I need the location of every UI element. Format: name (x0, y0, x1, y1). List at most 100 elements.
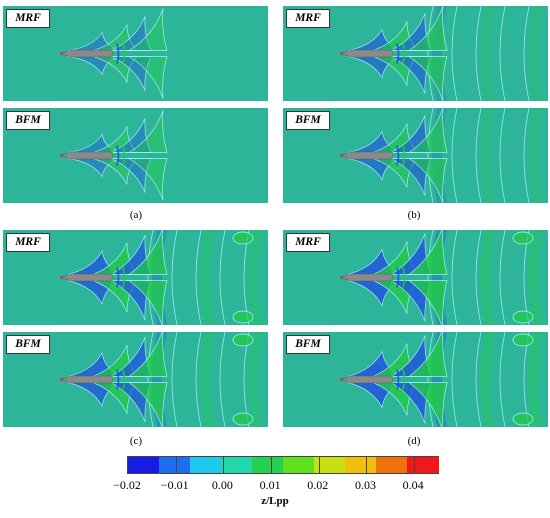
panel-label-c: (c) (129, 435, 143, 447)
wake-lobe (93, 24, 137, 51)
tag-mrf: MRF (6, 233, 50, 252)
colorbar-segment (190, 457, 222, 473)
contour-line (195, 230, 202, 325)
wave-field-b-mrf (340, 6, 543, 101)
colorbar-tick (366, 457, 368, 473)
wake-lobe (409, 56, 447, 101)
wave-band (248, 230, 263, 325)
tag-bfm: BFM (6, 335, 50, 354)
wake-lobe (129, 158, 167, 201)
stern-ripple (396, 145, 400, 166)
contour-line (127, 280, 168, 325)
contour-line (110, 158, 152, 193)
contour-line (407, 56, 448, 101)
ship-hull (60, 151, 114, 160)
colorbar-segment (314, 457, 346, 473)
contour-line (407, 6, 448, 51)
tag-bfm: BFM (286, 111, 330, 130)
wave-field-d-bfm (340, 332, 543, 427)
stern-ripple (122, 369, 126, 390)
panel-c-bfm: BFM (3, 332, 268, 427)
panel-d-bfm: BFM (283, 332, 548, 427)
wake-lobe (409, 280, 447, 325)
wake-lobe (409, 382, 447, 427)
contour-line (195, 332, 202, 427)
wake-lobe (93, 56, 137, 83)
contour-line (110, 118, 152, 153)
contour-line (427, 332, 434, 427)
contour-line (127, 110, 168, 153)
colorbar-tick (271, 457, 273, 473)
contour-line (475, 108, 482, 203)
contour-line (499, 230, 506, 325)
colorbar-tick-label: −0.01 (160, 478, 189, 492)
wave-band (528, 6, 543, 101)
stern-ripple (402, 43, 406, 64)
contour-line (127, 382, 168, 427)
colorbar-tick-label: 0.04 (402, 478, 424, 492)
contour-line (523, 108, 530, 203)
contour-line (219, 230, 226, 325)
colorbar-segment (376, 457, 408, 473)
contour-line (171, 332, 178, 427)
contour-line (127, 8, 168, 51)
tag-bfm: BFM (6, 111, 50, 130)
contour-line (127, 158, 168, 201)
colorbar-tick-label: 0.03 (354, 478, 376, 492)
ship-hull (60, 375, 114, 384)
colorbar-tick (175, 457, 177, 473)
wave-field-a-bfm (60, 110, 168, 201)
contour-line (475, 332, 482, 427)
stern-ripple (116, 267, 120, 288)
contour-line (499, 6, 506, 101)
contour-line (219, 332, 226, 427)
contour-line (407, 108, 448, 153)
colorbar (127, 456, 439, 474)
wave-band (480, 332, 495, 427)
wake-lobe (129, 110, 167, 153)
contour-line (92, 24, 138, 51)
wave-field-c-mrf (60, 230, 263, 325)
colorbar-tick-label: 0.01 (259, 478, 281, 492)
contour-line (407, 158, 448, 203)
wake-lobe (409, 6, 447, 51)
contour-line (512, 333, 534, 347)
wave-field-b-bfm (340, 108, 543, 203)
corner-crest (513, 334, 533, 346)
tag-bfm: BFM (286, 335, 330, 354)
panel-label-a: (a) (129, 209, 143, 221)
wake-lobe (93, 158, 137, 185)
colorbar-tick-label: −0.02 (113, 478, 141, 492)
corner-crest (233, 413, 253, 425)
panel-a-mrf: MRF (3, 6, 268, 101)
ship-hull (340, 151, 394, 160)
stern-ripple (396, 369, 400, 390)
contour-line (127, 230, 168, 275)
contour-line (232, 310, 254, 324)
wave-band (528, 108, 543, 203)
wave-band (200, 332, 215, 427)
contour-line (512, 412, 534, 426)
contour-line (92, 56, 138, 83)
stern-ripple (116, 43, 120, 64)
colorbar-segment (128, 457, 160, 473)
colorbar-segment (283, 457, 315, 473)
colorbar-tick (414, 457, 416, 473)
stern-ripple (122, 43, 126, 64)
contour-line (427, 230, 434, 325)
contour-line (127, 56, 168, 99)
wave-field-d-mrf (340, 230, 543, 325)
wake-lobe (409, 332, 447, 377)
contour-line (512, 231, 534, 245)
wake-lobe (93, 126, 137, 153)
wave-band (200, 230, 215, 325)
tag-mrf: MRF (286, 233, 330, 252)
contour-line (451, 230, 458, 325)
stern-ripple (402, 145, 406, 166)
wake-lobe (129, 56, 167, 99)
colorbar-segment (159, 457, 191, 473)
panel-a-bfm: BFM (3, 108, 268, 203)
ship-hull (60, 273, 114, 282)
colorbar-segment (345, 457, 377, 473)
panel-b-bfm: BFM (283, 108, 548, 203)
